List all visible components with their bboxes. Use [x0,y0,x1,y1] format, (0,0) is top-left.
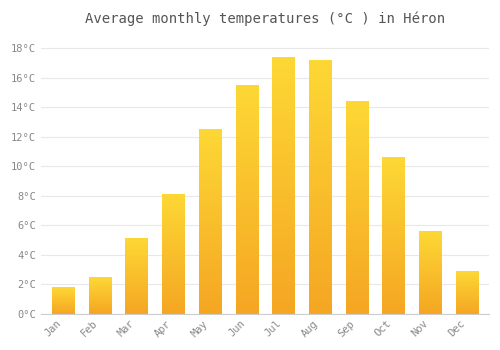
Title: Average monthly temperatures (°C ) in Héron: Average monthly temperatures (°C ) in Hé… [85,11,445,26]
